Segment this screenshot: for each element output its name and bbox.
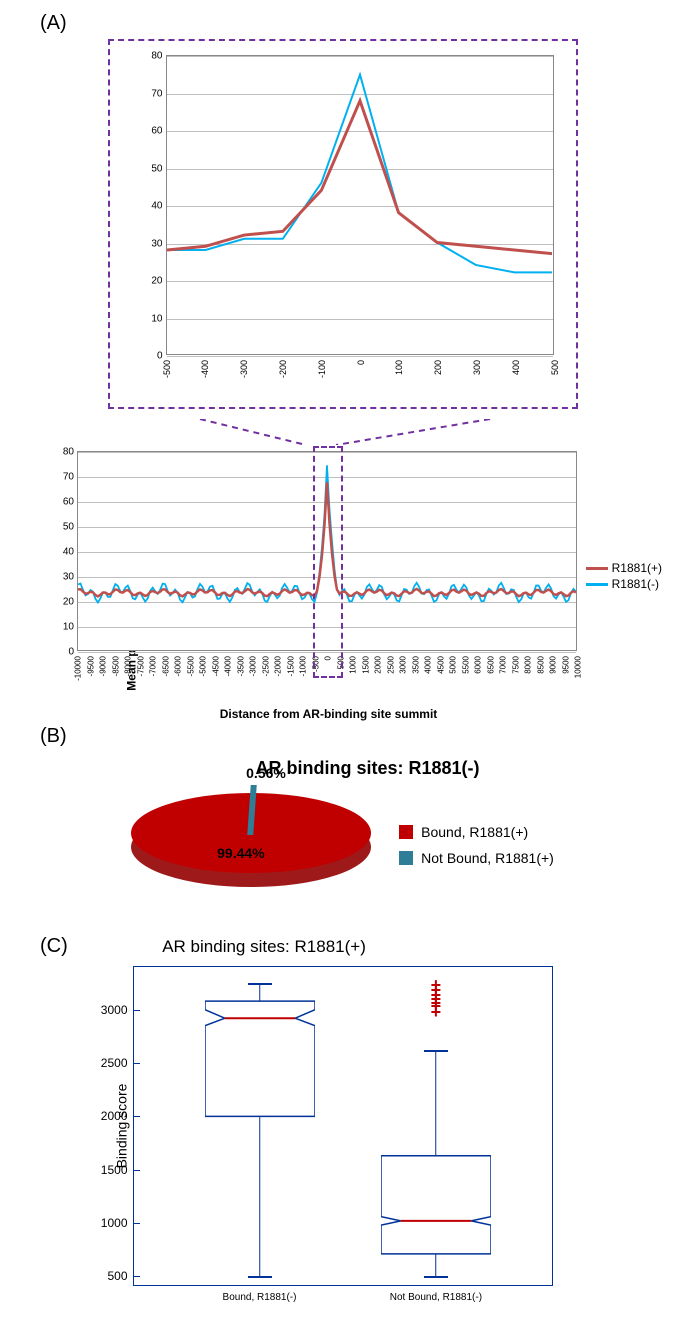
legend-item: R1881(+) [586,561,662,575]
panel-a-label: (A) [40,12,675,35]
legend-label: R1881(+) [612,561,662,575]
main-holder: Mean phastCons conservation score 010203… [25,451,660,721]
legend-label: Not Bound, R1881(+) [421,850,554,866]
legend: R1881(+) R1881(-) [586,559,662,593]
panel-c-label: (C) [40,935,68,958]
legend-swatch [586,567,608,570]
panel-a: (A) Mean phastCons conservation score 01… [10,12,675,721]
box-plot: 50010001500200025003000Bound, R1881(-)No… [133,966,553,1286]
legend-swatch [586,583,608,586]
pie-title: AR binding sites: R1881(-) [10,758,675,779]
legend-item: R1881(-) [586,577,662,591]
panel-b-label: (B) [40,725,675,748]
legend-label: R1881(-) [612,577,659,591]
panel-b: (B) AR binding sites: R1881(-) 0.56% 99.… [10,725,675,905]
box-title: AR binding sites: R1881(+) [162,937,366,957]
pie-section: AR binding sites: R1881(-) 0.56% 99.44% … [10,758,675,905]
box-ylabel: Binding score [113,1084,129,1169]
pie-slice2-label: 99.44% [217,845,264,861]
zoom-plot: 01020304050607080-500-400-300-200-100010… [166,55,554,355]
legend-item: Not Bound, R1881(+) [399,850,554,866]
legend-item: Bound, R1881(+) [399,824,554,840]
legend-label: Bound, R1881(+) [421,824,528,840]
panel-c: (C) AR binding sites: R1881(+) Binding s… [10,931,675,1286]
pie-slice1-label: 0.56% [246,765,286,781]
main-xlabel: Distance from AR-binding site summit [77,707,580,721]
zoom-connector [10,419,645,445]
legend-swatch [399,825,413,839]
main-plot: 01020304050607080-10000-9500-9000-8500-8… [77,451,577,651]
pie-chart: 0.56% 99.44% [131,785,371,905]
pie-legend: Bound, R1881(+) Not Bound, R1881(+) [399,814,554,876]
zoom-frame: Mean phastCons conservation score 010203… [108,39,578,409]
legend-swatch [399,851,413,865]
